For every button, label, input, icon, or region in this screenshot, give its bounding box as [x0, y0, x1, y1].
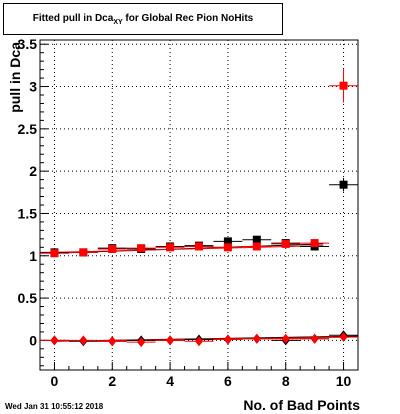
square-marker	[252, 235, 261, 244]
square-marker	[137, 244, 146, 253]
x-tick-label: 6	[224, 373, 232, 389]
y-tick-label: 2.5	[18, 121, 38, 137]
diamond-marker	[252, 333, 261, 344]
diamond-marker	[223, 334, 232, 345]
timestamp: Wed Jan 31 10:55:12 2018	[5, 402, 104, 411]
data-points	[40, 68, 358, 348]
axis-ticks: 0 2 4 6 8 10 0 0.5 1 1.5 2 2.5 3 3.5	[18, 36, 359, 389]
square-marker	[166, 243, 175, 252]
chart-title-subscript: XY	[113, 19, 123, 26]
fit-lines	[54, 243, 359, 342]
diamond-marker	[166, 335, 175, 346]
square-marker	[310, 239, 319, 248]
square-marker	[281, 239, 290, 248]
square-marker	[339, 180, 348, 189]
y-tick-label: 3	[29, 79, 37, 95]
chart-title-suffix: for Global Rec Pion NoHits	[122, 13, 254, 24]
square-marker	[195, 242, 203, 251]
y-tick-label: 3.5	[18, 36, 38, 52]
square-marker	[339, 81, 348, 90]
y-tick-label: 0	[29, 332, 37, 348]
diamond-marker	[79, 335, 88, 346]
fit-line	[54, 245, 324, 253]
diamond-marker	[50, 335, 59, 346]
diamond-marker	[108, 336, 117, 347]
diamond-marker	[339, 332, 348, 342]
chart-title-box: Fitted pull in DcaXY for Global Rec Pion…	[3, 3, 283, 35]
square-marker	[223, 243, 232, 252]
diamond-marker	[195, 336, 203, 347]
x-axis-title: No. of Bad Points	[243, 397, 360, 413]
diamond-marker	[310, 333, 319, 344]
diamond-marker	[281, 333, 290, 344]
x-tick-label: 4	[166, 373, 174, 389]
square-marker	[223, 237, 232, 246]
square-marker	[79, 248, 88, 257]
y-axis-title: pull in Dca	[7, 42, 23, 113]
chart-title: Fitted pull in DcaXY for Global Rec Pion…	[4, 13, 282, 26]
plot-frame	[39, 39, 359, 371]
square-marker	[50, 249, 59, 258]
x-tick-label: 0	[51, 373, 59, 389]
chart-title-main: Fitted pull in Dca	[32, 13, 114, 24]
y-tick-label: 1.5	[18, 205, 38, 221]
grid	[40, 40, 358, 370]
x-tick-label: 8	[282, 373, 290, 389]
square-marker	[252, 242, 261, 251]
square-marker	[108, 245, 117, 253]
diamond-marker	[137, 337, 146, 348]
y-tick-label: 1	[29, 248, 37, 264]
x-tick-label: 10	[336, 373, 352, 389]
y-tick-label: 0.5	[18, 290, 38, 306]
x-tick-label: 2	[108, 373, 116, 389]
y-tick-label: 2	[29, 163, 37, 179]
